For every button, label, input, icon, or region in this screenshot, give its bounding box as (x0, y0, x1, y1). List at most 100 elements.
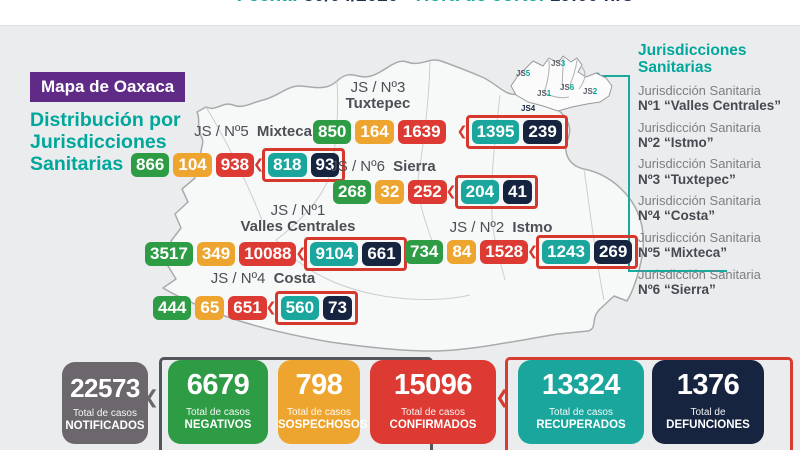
inset-label-js3: JS3 (551, 59, 566, 68)
legend-item-line1: Jurisdicción Sanitaria (638, 229, 761, 245)
badge-sospechosos: 349 (196, 242, 236, 267)
total-card-confirmados: 15096 Total de casos CONFIRMADOS (370, 360, 496, 444)
total-category: SOSPECHOSOS (278, 419, 368, 431)
total-card-defunciones: 1376 Total de DEFUNCIONES (652, 360, 764, 444)
badge-defunciones: 93 (310, 153, 340, 178)
region-prefix: JS / Nº4 (210, 270, 266, 287)
badge-negativos: 268 (333, 180, 372, 205)
region-prefix: JS / Nº1 (270, 202, 326, 219)
region-prefix: JS / Nº6 (330, 158, 385, 175)
legend-item-line2: Nº3 “Tuxtepec” (638, 171, 736, 187)
legend-title: Jurisdicciones Sanitarias (638, 42, 747, 77)
total-card-sospechosos: 798 Total de casos SOSPECHOSOS (278, 360, 368, 444)
recovered-deaths-group: ❮ 1395 239 (457, 115, 568, 150)
badge-sospechosos: 104 (173, 153, 212, 178)
total-category: NOTIFICADOS (65, 420, 145, 432)
region-stats-tuxtepec: 850 164 1639 ❮ 1395 239 (313, 115, 568, 150)
fecha-value: 30/04/2020 (298, 0, 398, 6)
total-card-recuperados: 13324 Total de casos RECUPERADOS (518, 360, 644, 444)
total-card-negativos: 6679 Total de casos NEGATIVOS (168, 360, 268, 444)
total-value: 1376 (676, 369, 740, 401)
legend-item-line2: Nº5 “Mixteca” (638, 245, 727, 261)
total-card-notificados: 22573 Total de casos NOTIFICADOS (62, 362, 148, 444)
total-category: DEFUNCIONES (666, 419, 750, 431)
legend-item-line2: Nº6 “Sierra” (638, 282, 716, 298)
total-value: 13324 (541, 369, 621, 401)
jurisdictions-inset-map (510, 55, 613, 112)
region-label-mixteca: JS / Nº5 Mixteca (168, 124, 338, 140)
legend-item-line1: Jurisdicción Sanitaria (638, 119, 761, 135)
total-caption: Total de casos (401, 407, 465, 418)
badge-defunciones: 41 (503, 180, 532, 205)
badge-negativos: 734 (405, 240, 444, 265)
region-label-istmo: JS / Nº2 Istmo (416, 220, 586, 236)
badge-confirmados: 651 (228, 296, 267, 321)
region-name: Istmo (512, 219, 553, 236)
legend-item-line2: Nº4 “Costa” (638, 208, 715, 224)
region-label-tuxtepec: JS / Nº3 Tuxtepec (293, 80, 463, 112)
legend-item-5: Jurisdicción Sanitaria Nº5 “Mixteca” (638, 229, 788, 261)
total-value: 6679 (186, 369, 250, 401)
total-value: 22573 (70, 373, 140, 403)
legend-item-line2: Nº1 “Valles Centrales” (638, 98, 782, 114)
group-pointer-icon: ❮ (445, 184, 457, 200)
region-stats-mixteca: 866 104 938 ❮ 818 93 (131, 148, 346, 183)
legend-item-line2: Nº2 “Istmo” (638, 134, 714, 150)
badge-negativos: 3517 (145, 242, 193, 267)
region-stats-istmo: 734 84 1528 ❮ 1243 269 (405, 235, 639, 270)
badge-defunciones: 269 (593, 240, 633, 265)
group-pointer-icon: ❮ (527, 244, 539, 260)
legend-item-6: Jurisdicción Sanitaria Nº6 “Sierra” (638, 266, 788, 298)
recovered-deaths-group: ❮ 560 73 (266, 291, 358, 326)
legend-item-1: Jurisdicción Sanitaria Nº1 “Valles Centr… (638, 83, 788, 114)
badge-defunciones: 73 (323, 296, 352, 321)
region-name: Mixteca (256, 123, 312, 140)
inset-label-js6: JS6 (560, 83, 575, 92)
badge-confirmados: 10088 (239, 242, 297, 267)
region-stats-valles-centrales: 3517 349 10088 ❮ 9104 661 (145, 237, 407, 272)
badge-recuperados: 818 (268, 153, 307, 178)
recovered-deaths-group: ❮ 9104 661 (295, 237, 407, 272)
badge-sospechosos: 65 (195, 296, 225, 321)
region-name: Sierra (393, 158, 436, 175)
badge-confirmados: 252 (408, 180, 447, 205)
inset-label-js4: JS4 (521, 104, 536, 113)
recovered-deaths-group: ❮ 204 41 (446, 175, 538, 210)
group-pointer-icon: ❮ (295, 246, 307, 262)
total-value: 798 (295, 369, 343, 401)
hora-value: 19:00 hrs (544, 0, 633, 6)
hora-label: Hora de corte: (416, 0, 545, 6)
jurisdictions-legend: Jurisdicciones Sanitarias Jurisdicción S… (638, 42, 788, 298)
map-subtitle: Distribución por Jurisdicciones Sanitari… (30, 109, 181, 175)
total-category: RECUPERADOS (536, 419, 626, 431)
badge-negativos: 444 (153, 296, 192, 321)
legend-item-line1: Jurisdicción Sanitaria (638, 266, 761, 282)
region-label-sierra: JS / Nº6 Sierra (298, 159, 468, 175)
inset-label-js1: JS1 (537, 89, 552, 98)
header-bar: Fecha: 30/04/2020 • Hora de corte: 19:00… (0, 0, 800, 26)
outcome-group-outline (505, 357, 793, 450)
region-label-costa: JS / Nº4 Costa (178, 271, 348, 287)
legend-item-3: Jurisdicción Sanitaria Nº3 “Tuxtepec” (638, 157, 788, 187)
group-pointer-icon: ❮ (456, 124, 468, 140)
total-caption: Total de casos (186, 407, 250, 418)
red-pointer-icon: ❮ (495, 387, 511, 408)
legend-item-2: Jurisdicción Sanitaria Nº2 “Istmo” (638, 119, 788, 151)
total-caption: Total de (690, 407, 726, 418)
region-stats-costa: 444 65 651 ❮ 560 73 (153, 291, 358, 326)
badge-recuperados: 9104 (310, 242, 359, 267)
group-pointer-icon: ❮ (253, 157, 265, 173)
fecha-label: Fecha: (237, 0, 298, 6)
badge-confirmados: 1528 (480, 240, 529, 265)
region-stats-sierra: 268 32 252 ❮ 204 41 (333, 175, 538, 210)
region-name: Tuxtepec (345, 94, 411, 112)
badge-sospechosos: 164 (355, 120, 394, 145)
header-date-time: Fecha: 30/04/2020 • Hora de corte: 19:00… (75, 0, 795, 7)
badge-recuperados: 1395 (471, 120, 520, 145)
total-category: CONFIRMADOS (389, 419, 477, 431)
total-caption: Total de casos (287, 407, 351, 418)
header-separator: • (398, 0, 415, 6)
region-label-valles-centrales: JS / Nº1 Valles Centrales (213, 203, 383, 235)
badge-defunciones: 239 (523, 120, 562, 145)
